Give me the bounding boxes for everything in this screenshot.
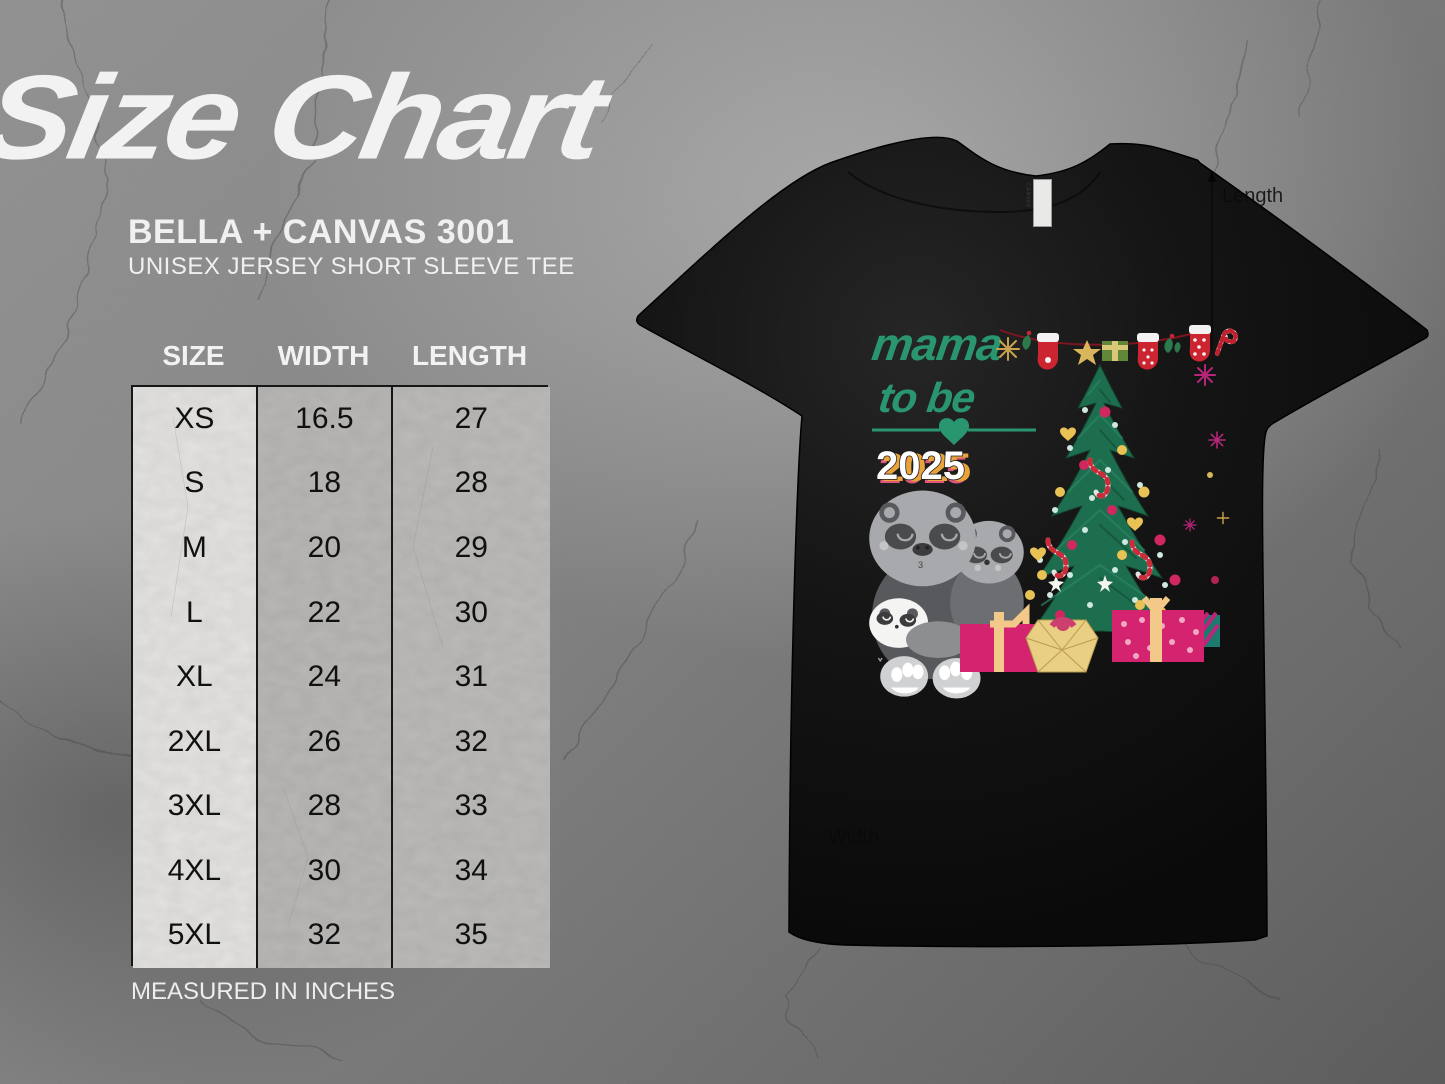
svg-text:2025: 2025 — [876, 444, 965, 488]
svg-text:3: 3 — [918, 560, 923, 570]
svg-text:to be: to be — [876, 374, 978, 421]
svg-text:mama: mama — [869, 318, 1006, 370]
